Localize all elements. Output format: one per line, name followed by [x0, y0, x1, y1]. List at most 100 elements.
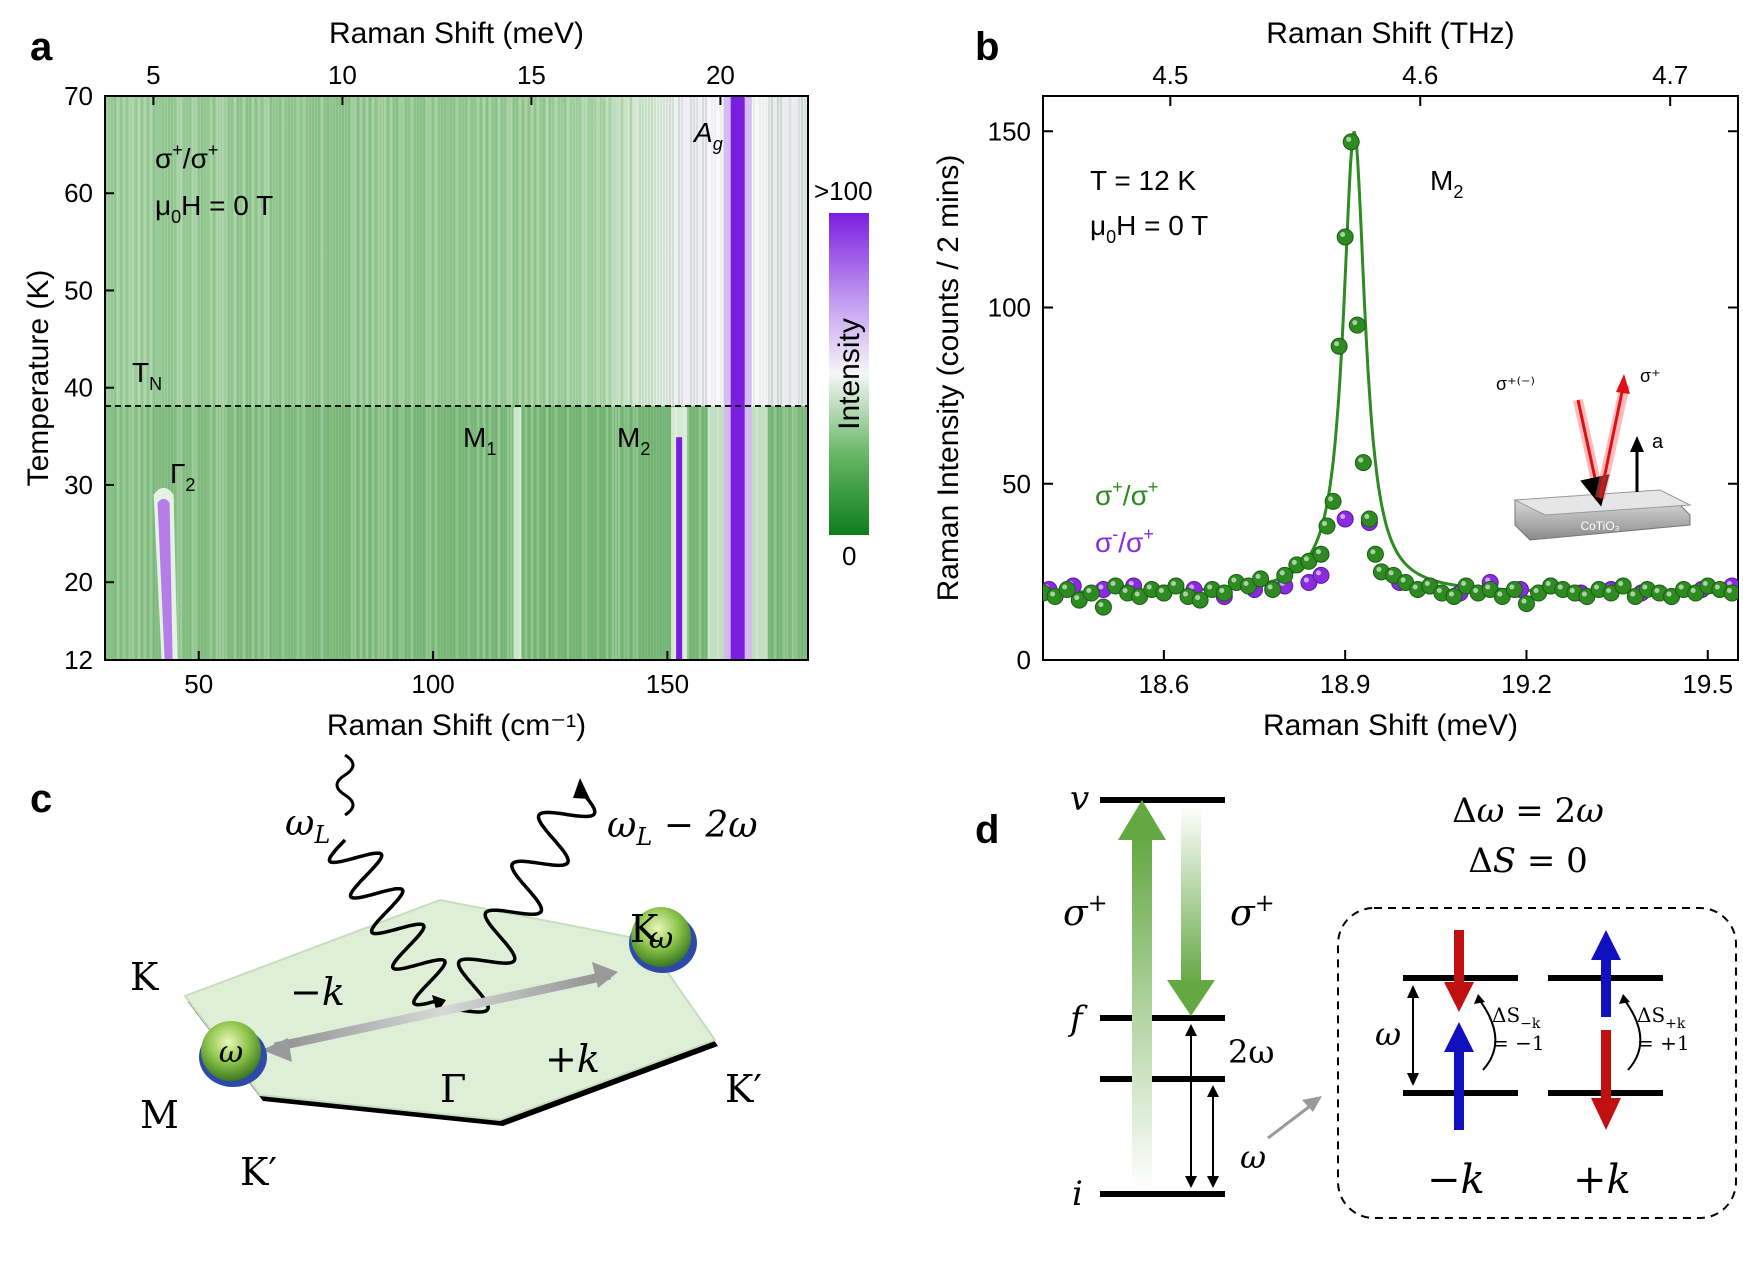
point-highlight [1606, 588, 1612, 594]
top-tick-label-b: 4.5 [1152, 60, 1188, 90]
heatmap-stripe [786, 96, 788, 660]
inset-schematic: CoTiO₃ a σ⁺⁽⁻⁾ σ⁺ [1496, 366, 1692, 541]
heatmap-stripe [108, 96, 110, 660]
heatmap-stripe [486, 96, 488, 660]
heatmap-stripe [564, 96, 566, 660]
heatmap-stripe [624, 96, 626, 660]
panel-b: b 0 50 100 150 18.6 18.9 19.2 19.5 4.5 4.6 4.7 Rama… [932, 17, 1739, 742]
omega-label-d: ω [1240, 1138, 1266, 1176]
heatmap-stripe [414, 96, 416, 660]
k-arrow-left-head [262, 1038, 292, 1062]
point-highlight [1521, 598, 1527, 604]
point-sigma-plus [1505, 581, 1523, 598]
point-sigma-plus [1354, 454, 1372, 472]
y-tick-label-a: 70 [64, 81, 93, 111]
heatmap-stripe [594, 96, 596, 660]
heatmap-stripe [798, 96, 800, 660]
point-highlight [1346, 136, 1352, 142]
box-omega-label: ω [1375, 1015, 1401, 1053]
heatmap-stripe [204, 96, 206, 660]
x-axis-label-b: Raman Shift (meV) [1263, 709, 1518, 742]
heatmap-stripe [234, 96, 236, 660]
heatmap-stripe [150, 96, 152, 660]
point-highlight [1690, 588, 1696, 594]
colorbar-min: 0 [842, 541, 856, 571]
point-highlight [1400, 577, 1406, 583]
point-highlight [1086, 588, 1092, 594]
panel-c: c ω ω ωL ωL − 2ω K K M K′ K′ −k +k Γ [30, 753, 762, 1194]
heatmap-stripe [261, 96, 263, 660]
inset-sigma-in: σ⁺⁽⁻⁾ [1496, 374, 1535, 394]
point-highlight [1340, 232, 1346, 237]
heatmap-stripe [585, 96, 587, 660]
heatmap-stripe [378, 96, 380, 660]
level-v-label: v [1070, 779, 1089, 819]
ds-plus-value: = +1 [1637, 1031, 1690, 1055]
heatmap-stripe [534, 96, 536, 660]
heatmap-stripe [360, 96, 362, 660]
heatmap-stripe [768, 96, 770, 660]
heatmap-stripe [408, 96, 410, 660]
k-arrow-right-head [592, 962, 618, 988]
heatmap-stripe [219, 96, 221, 660]
heatmap-stripe [528, 96, 530, 660]
ag-mode [730, 96, 745, 660]
point-highlight [1340, 514, 1346, 519]
heatmap-stripe [276, 96, 278, 660]
heatmap-stripe [570, 96, 572, 660]
point-highlight [1219, 588, 1225, 594]
heatmap-stripe [441, 96, 443, 660]
heatmap-stripe [537, 96, 539, 660]
heatmap-stripe [390, 96, 392, 660]
heatmap-stripe [177, 96, 179, 660]
point-sigma-plus [1264, 581, 1282, 598]
top-tick-label-a: 20 [706, 60, 735, 90]
heatmap-stripe [636, 96, 638, 660]
heatmap-stripe [165, 96, 167, 660]
level-i-label: i [1072, 1174, 1083, 1214]
point-highlight [1557, 584, 1563, 590]
heatmap-stripe [198, 96, 200, 660]
panel-b-axes: 0 50 100 150 18.6 18.9 19.2 19.5 4.5 4.6 4.7 Raman … [932, 17, 1738, 742]
heatmap-stripe [273, 96, 275, 660]
ds-minus-value: = −1 [1492, 1031, 1545, 1055]
point-sigma-plus [1082, 584, 1100, 602]
heatmap-stripe [522, 96, 524, 660]
heatmap-stripe [258, 96, 260, 660]
heatmap-stripes [105, 96, 808, 660]
heatmap-stripe [348, 96, 350, 660]
heatmap-stripe [546, 96, 548, 660]
heatmap-stripe [240, 96, 242, 660]
ds-plus-label: ΔS+k [1637, 1003, 1686, 1032]
heatmap-stripe [123, 96, 125, 660]
heatmap-stripe [558, 96, 560, 660]
point-highlight [1134, 591, 1140, 597]
heatmap-stripe [426, 96, 428, 660]
point-highlight [1533, 588, 1539, 594]
minus-k-label: −k [290, 970, 345, 1014]
outgoing-arrowhead [573, 778, 590, 799]
heatmap-stripe [438, 96, 440, 660]
heatmap-stripe [429, 96, 431, 660]
heatmap-stripe [699, 96, 701, 660]
point-highlight [1122, 588, 1128, 594]
heatmap-stripe [309, 96, 311, 660]
m1-mode [513, 407, 522, 660]
heatmap-area [105, 96, 808, 660]
heatmap-stripe [279, 96, 281, 660]
heatmap-stripe [213, 96, 215, 660]
heatmap-stripe [423, 96, 425, 660]
x-tick-label-b: 18.9 [1320, 669, 1371, 699]
heatmap-stripe [153, 96, 155, 660]
point-highlight [1473, 588, 1479, 594]
heatmap-stripe [645, 96, 647, 660]
heatmap-stripe [432, 96, 434, 660]
heatmap-stripe [156, 96, 158, 660]
point-highlight [1098, 602, 1104, 608]
heatmap-stripe [639, 96, 641, 660]
heatmap-stripe [183, 96, 185, 660]
heatmap-stripe [393, 96, 395, 660]
heatmap-stripe [255, 96, 257, 660]
heatmap-stripe [657, 96, 659, 660]
heatmap-stripe [231, 96, 233, 660]
